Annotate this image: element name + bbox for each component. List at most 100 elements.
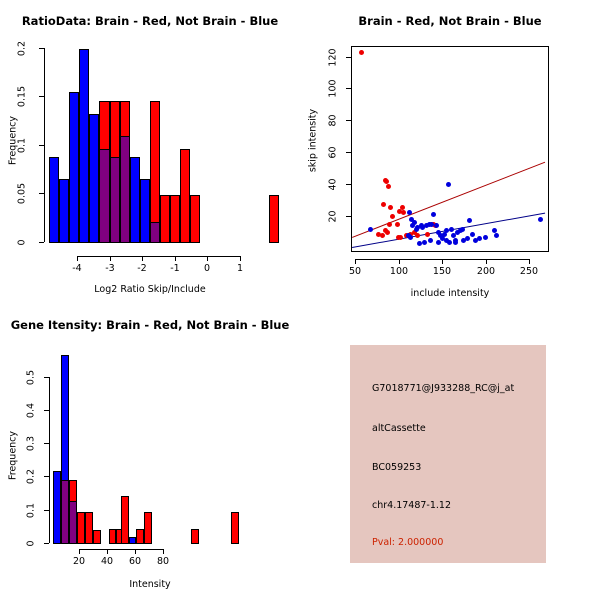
scatter-title: Brain - Red, Not Brain - Blue [358, 14, 542, 28]
gene-ytick-0.0 [44, 543, 49, 544]
scatter-point [399, 205, 405, 211]
scatter-point [415, 224, 421, 230]
panel-ratio-histogram: RatioData: Brain - Red, Not Brain - Blue… [0, 0, 300, 300]
info-gene-id: G7018771@J933288_RC@j_at [372, 383, 515, 394]
gene-xticklabel-2: 60 [128, 556, 142, 567]
gene-xtick-80 [163, 549, 164, 554]
scatter-point [537, 216, 543, 222]
scatter-yticklabel-2: 80 [327, 114, 339, 127]
histogram-bar [69, 92, 80, 243]
histogram-bar [268, 195, 279, 243]
scatter-point [398, 234, 404, 240]
scatter-xtick-150 [442, 259, 443, 264]
ratio-yticklabel-2: 0.1 [16, 137, 28, 154]
scatter-point [453, 239, 459, 245]
ratio-xticklabel-3: -1 [170, 263, 180, 274]
scatter-point [439, 236, 445, 242]
scatter-yticklabel-4: 40 [327, 178, 339, 191]
ratio-histogram-xlabel: Log2 Ratio Skip/Include [94, 284, 206, 295]
histogram-bar [121, 495, 130, 544]
scatter-xticklabel-3: 200 [476, 266, 496, 277]
ratio-histogram-title: RatioData: Brain - Red, Not Brain - Blue [21, 14, 279, 28]
scatter-yticklabel-1: 100 [327, 79, 339, 98]
gene-yticklabel-3: 0.2 [25, 468, 37, 485]
scatter-point [441, 231, 447, 237]
panel-scatter: Brain - Red, Not Brain - Blue skip inten… [300, 0, 600, 300]
scatter-yticklabel-5: 20 [327, 210, 339, 223]
scatter-point [412, 229, 418, 235]
ratio-yticklabel-0: 0.2 [16, 40, 28, 57]
scatter-point [482, 234, 488, 240]
ratio-histogram-yaxis-line [44, 48, 45, 242]
histogram-bar [76, 512, 85, 544]
scatter-frame-top [351, 46, 549, 47]
histogram-bar [139, 178, 150, 243]
gene-ytick-0.5 [44, 377, 49, 378]
scatter-point [409, 223, 415, 229]
scatter-ytick-120 [346, 57, 351, 58]
info-event-type: altCassette [372, 423, 426, 434]
histogram-bar-overlap [99, 148, 110, 243]
scatter-point [408, 216, 414, 222]
histogram-bar [180, 148, 191, 243]
histogram-bar [108, 528, 117, 544]
scatter-point [431, 211, 437, 217]
scatter-point [433, 223, 439, 229]
gene-xticklabel-0: 20 [72, 556, 86, 567]
scatter-point [492, 228, 498, 234]
scatter-point [386, 221, 392, 227]
ratio-ytick-0.20 [39, 48, 44, 49]
histogram-bar [230, 512, 239, 544]
scatter-xticklabel-0: 50 [348, 266, 362, 277]
gene-xtick-20 [79, 549, 80, 554]
gene-xticklabel-1: 40 [100, 556, 114, 567]
scatter-point [394, 221, 400, 227]
scatter-point [407, 210, 413, 216]
scatter-point [388, 205, 394, 211]
gene-yticklabel-5: 0 [25, 540, 37, 547]
panel-info: G7018771@J933288_RC@j_at altCassette BC0… [300, 300, 600, 600]
histogram-bar [53, 471, 62, 544]
scatter-frame-right [548, 46, 549, 252]
histogram-bar [170, 195, 181, 243]
scatter-point [455, 229, 461, 235]
gene-histogram-yaxis-line [49, 377, 50, 543]
gene-histogram-ylabel: Frequency [7, 430, 19, 481]
ratio-yticklabel-4: 0 [16, 239, 28, 246]
histogram-bar-overlap [61, 480, 70, 544]
scatter-point [407, 234, 413, 240]
scatter-point [435, 229, 441, 235]
scatter-ytick-40 [346, 184, 351, 185]
histogram-bar [136, 528, 144, 544]
ratio-yticklabel-1: 0.15 [16, 85, 28, 108]
scatter-point [472, 238, 478, 244]
scatter-point [426, 221, 432, 227]
scatter-xtick-250 [529, 259, 530, 264]
gene-histogram-title: Gene Itensity: Brain - Red, Not Brain - … [10, 318, 290, 332]
scatter-point [415, 233, 421, 239]
scatter-point [447, 239, 453, 245]
ratio-xtick-1 [240, 256, 241, 261]
gene-ytick-0.1 [44, 510, 49, 511]
histogram-bar [49, 156, 60, 243]
scatter-point [376, 231, 382, 237]
scatter-ylabel: skip intensity [307, 108, 319, 173]
ratio-xtick--1 [175, 256, 176, 261]
gene-yticklabel-2: 0.3 [25, 435, 37, 452]
scatter-plot-area [351, 46, 549, 252]
scatter-point [438, 233, 444, 239]
ratio-ytick-0.15 [39, 96, 44, 97]
gene-ytick-0.2 [44, 476, 49, 477]
scatter-point [450, 233, 456, 239]
panel-gene-histogram: Gene Itensity: Brain - Red, Not Brain - … [0, 300, 300, 600]
histogram-bar [129, 156, 140, 243]
scatter-point [443, 238, 449, 244]
ratio-xtick--2 [142, 256, 143, 261]
histogram-bar [191, 528, 200, 544]
histogram-bar-overlap [119, 136, 130, 243]
info-locus: chr4.17487-1.12 [372, 500, 452, 511]
scatter-point [420, 224, 426, 230]
gene-yticklabel-4: 0.1 [25, 502, 37, 519]
histogram-bar [89, 114, 100, 243]
histogram-bar-overlap [109, 156, 120, 243]
